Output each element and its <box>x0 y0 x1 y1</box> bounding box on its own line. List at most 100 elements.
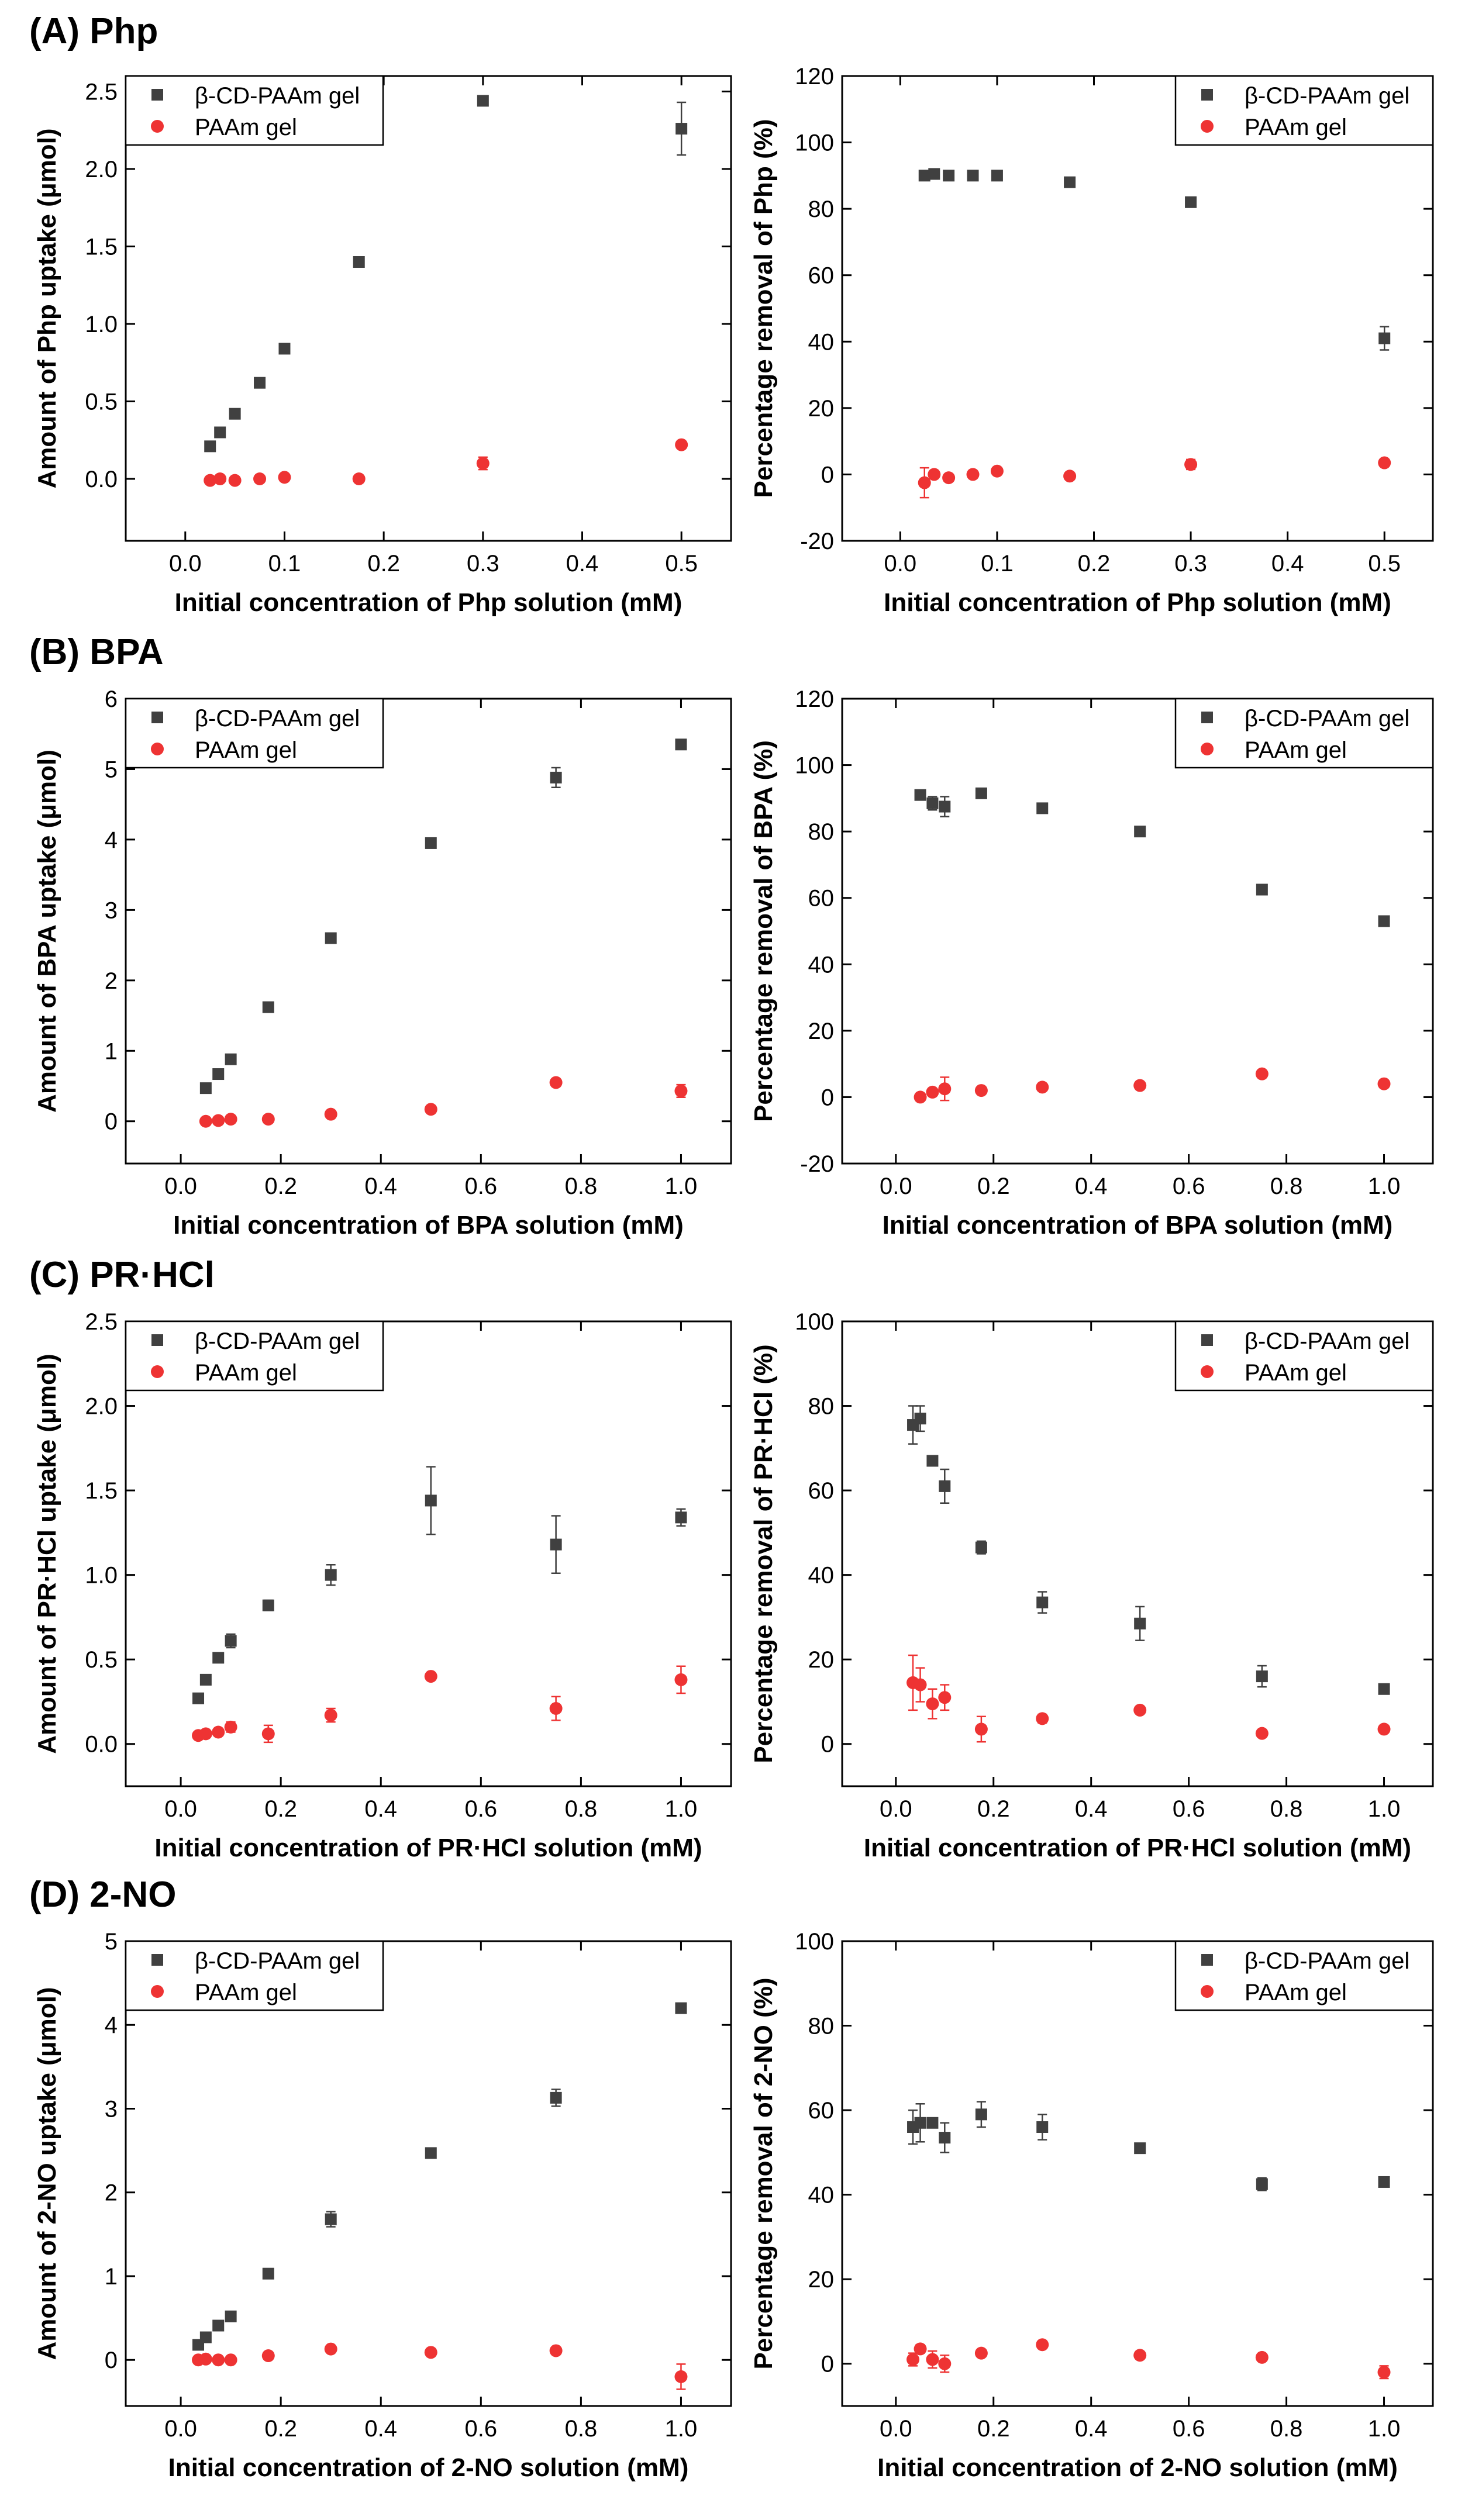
legend-marker-paam-gel <box>1201 1365 1214 1378</box>
x-tick-label: 0.0 <box>880 1173 912 1199</box>
axes-frame <box>125 698 732 1165</box>
y-tick-label: 20 <box>808 396 835 422</box>
y-axis-label: Percentage removal of Php (%) <box>749 119 778 498</box>
data-point-paam-gel <box>424 1670 437 1683</box>
data-point-paam-gel <box>324 2342 337 2356</box>
data-point-paam-gel <box>199 1727 212 1741</box>
x-tick-label: 1.0 <box>1368 2416 1401 2442</box>
x-tick-label: 0.0 <box>880 2416 912 2442</box>
data-point-paam-gel <box>261 2349 275 2363</box>
legend-marker-cd-gel <box>1201 1954 1213 1966</box>
legend-marker-paam-gel <box>151 120 164 133</box>
x-tick-label: 1.0 <box>665 2416 698 2442</box>
data-point-cd-gel <box>926 797 939 809</box>
data-point-cd-gel <box>425 837 437 849</box>
y-tick-label: 0 <box>105 1109 118 1135</box>
chart-panel-7: 0.0 0.2 0.4 0.6 0.8 1.0 0 1 2 3 4 5 Initial concentr… <box>33 1929 732 2482</box>
data-point-cd-gel <box>204 440 216 453</box>
data-point-paam-gel <box>476 457 490 470</box>
y-tick-label: 120 <box>795 686 834 712</box>
data-point-paam-gel <box>938 1082 952 1096</box>
y-axis-label: Percentage removal of 2-NO (%) <box>749 1978 778 2370</box>
data-point-paam-gel <box>966 468 980 481</box>
data-point-paam-gel <box>1255 1067 1269 1081</box>
data-point-paam-gel <box>674 1084 688 1097</box>
y-axis-label: Amount of PR·HCl uptake (μmol) <box>33 1354 61 1753</box>
legend-box <box>1174 1940 1434 2011</box>
data-point-paam-gel <box>914 1090 927 1104</box>
x-tick-label: 0.5 <box>1368 551 1401 577</box>
data-point-paam-gel <box>1133 1703 1147 1717</box>
data-point-cd-gel <box>926 1455 939 1467</box>
data-point-paam-gel <box>549 1076 563 1089</box>
data-point-paam-gel <box>261 1113 275 1126</box>
data-point-cd-gel <box>1256 883 1268 896</box>
y-tick-label: 1.5 <box>85 1478 118 1504</box>
data-point-paam-gel <box>1255 2350 1269 2364</box>
data-point-paam-gel <box>424 1103 437 1116</box>
data-point-cd-gel <box>262 1599 274 1611</box>
data-point-paam-gel <box>1377 1722 1391 1736</box>
x-tick-label: 1.0 <box>665 1173 698 1199</box>
data-point-paam-gel <box>212 1725 225 1739</box>
data-point-paam-gel <box>253 472 267 485</box>
data-point-cd-gel <box>1256 2178 1268 2190</box>
y-tick-label: -20 <box>800 529 834 554</box>
x-tick-label: 0.8 <box>565 1796 598 1822</box>
section-title-a: (A) Php <box>29 11 158 51</box>
x-tick-label: 0.8 <box>1270 2416 1303 2442</box>
y-axis-label: Percentage removal of BPA (%) <box>749 740 778 1122</box>
data-point-cd-gel <box>926 2117 939 2129</box>
data-point-cd-gel <box>939 2132 951 2144</box>
y-tick-label: 0.0 <box>85 467 118 492</box>
x-tick-label: 0.6 <box>1173 1173 1205 1199</box>
x-tick-label: 0.2 <box>977 1173 1010 1199</box>
y-tick-label: 40 <box>808 2183 835 2208</box>
y-tick-label: 0 <box>821 1732 834 1758</box>
y-tick-label: 5 <box>105 757 118 782</box>
x-tick-label: 0.3 <box>467 551 499 577</box>
y-axis-label: Amount of Php uptake (μmol) <box>33 129 61 489</box>
y-tick-label: 60 <box>808 886 835 912</box>
x-tick-label: 0.0 <box>164 1173 197 1199</box>
x-tick-label: 0.4 <box>364 1173 397 1199</box>
legend-marker-paam-gel <box>151 743 164 755</box>
chart-panel-3: 0.0 0.2 0.4 0.6 0.8 1.0 0 1 2 3 4 5 6 Initial concent… <box>33 686 732 1240</box>
data-point-paam-gel <box>675 438 688 451</box>
y-tick-label: 3 <box>105 2096 118 2122</box>
x-axis-label: Initial concentration of Php solution (m… <box>884 588 1391 617</box>
x-tick-label: 0.6 <box>465 1173 498 1199</box>
x-tick-label: 0.4 <box>364 2416 397 2442</box>
legend-marker-cd-gel <box>1201 89 1213 101</box>
legend-label-cd-gel: β-CD-PAAm gel <box>1245 1328 1409 1354</box>
data-point-cd-gel <box>262 2267 274 2280</box>
legend-marker-cd-gel <box>151 1334 163 1346</box>
data-point-paam-gel <box>1133 1079 1147 1092</box>
data-point-paam-gel <box>352 472 366 485</box>
x-tick-label: 0.2 <box>264 2416 297 2442</box>
y-tick-label: 100 <box>795 753 834 779</box>
data-point-cd-gel <box>192 1692 205 1704</box>
data-point-cd-gel <box>675 2002 687 2014</box>
x-tick-label: 0.0 <box>164 1796 197 1822</box>
section-title-d: (D) 2-NO <box>29 1875 177 1915</box>
data-point-cd-gel <box>325 2213 337 2225</box>
data-point-cd-gel <box>1378 915 1390 927</box>
section-title-c: (C) PR·HCl <box>29 1255 215 1295</box>
data-point-paam-gel <box>914 2342 927 2356</box>
x-tick-label: 0.5 <box>665 551 698 577</box>
x-tick-label: 0.8 <box>1270 1173 1303 1199</box>
x-tick-label: 0.4 <box>1075 1173 1108 1199</box>
y-tick-label: 2 <box>105 968 118 994</box>
y-tick-label: 4 <box>105 2012 118 2038</box>
data-point-cd-gel <box>254 377 266 389</box>
data-point-cd-gel <box>550 771 562 783</box>
data-point-cd-gel <box>1185 196 1197 208</box>
chart-panel-8: 0.0 0.2 0.4 0.6 0.8 1.0 0 20 40 60 80 100 Initial co… <box>749 1929 1434 2482</box>
data-point-paam-gel <box>261 1727 275 1741</box>
data-point-cd-gel <box>1036 802 1049 814</box>
legend-label-cd-gel: β-CD-PAAm gel <box>195 1948 360 1974</box>
data-point-cd-gel <box>1378 1683 1390 1695</box>
legend-box <box>1174 1320 1434 1392</box>
